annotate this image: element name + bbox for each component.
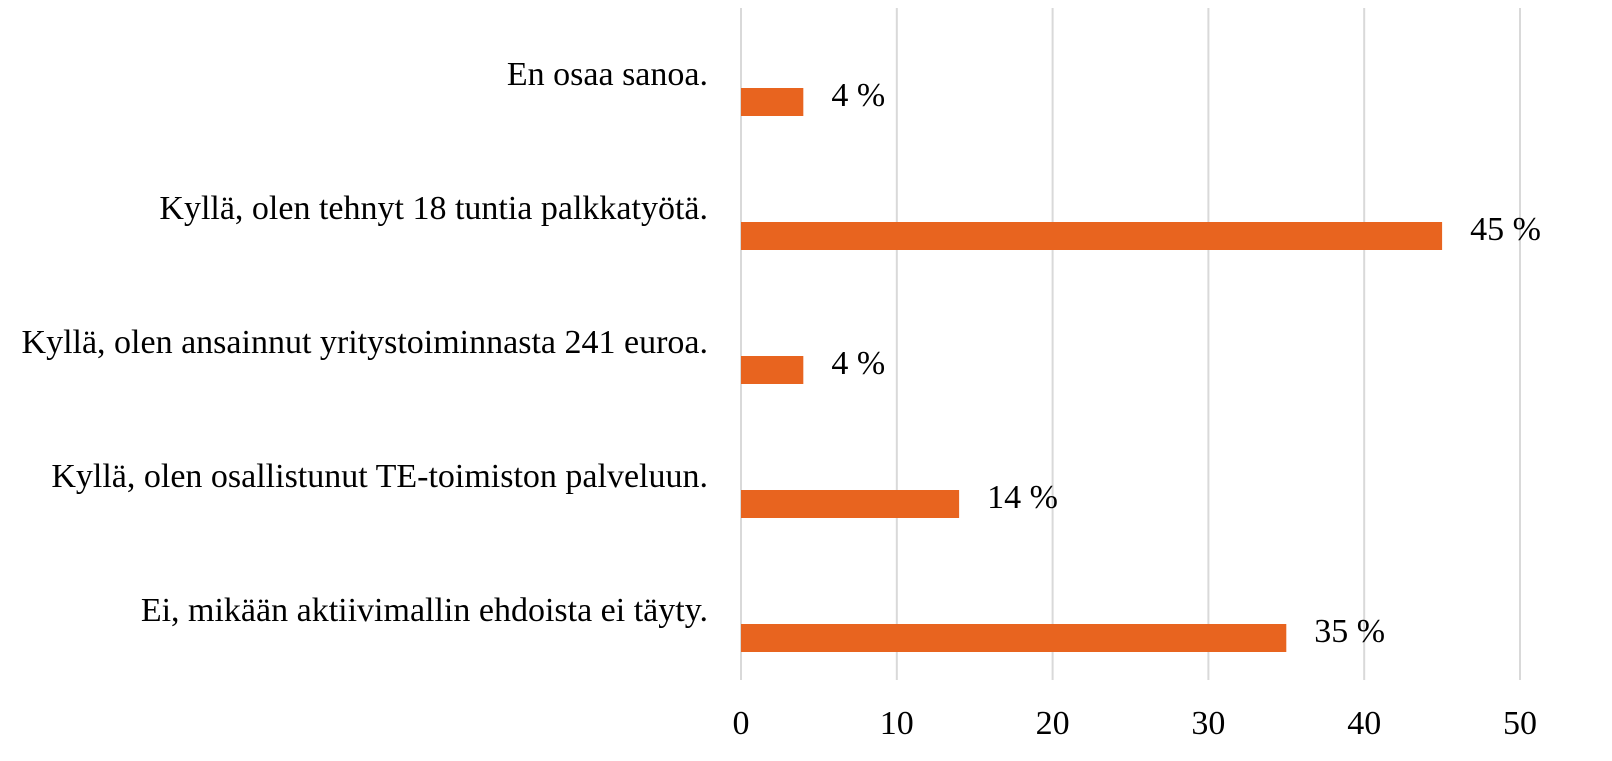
x-tick-label: 30	[1191, 705, 1225, 742]
value-label: 35 %	[1314, 613, 1385, 650]
x-tick-label: 20	[1036, 705, 1070, 742]
value-label: 4 %	[831, 77, 885, 114]
bar	[741, 356, 804, 384]
category-label: Kyllä, olen tehnyt 18 tuntia palkkatyötä…	[159, 190, 708, 227]
bar	[741, 222, 1443, 250]
value-label: 14 %	[987, 479, 1058, 516]
value-label: 45 %	[1470, 211, 1541, 248]
bar	[741, 624, 1287, 652]
x-tick-label: 10	[880, 705, 914, 742]
value-label: 4 %	[831, 345, 885, 382]
category-label: Kyllä, olen osallistunut TE-toimiston pa…	[51, 458, 708, 495]
x-tick-label: 50	[1503, 705, 1537, 742]
x-tick-label: 0	[733, 705, 750, 742]
category-label: En osaa sanoa.	[506, 56, 708, 93]
category-label: Ei, mikään aktiivimallin ehdoista ei täy…	[140, 592, 708, 629]
category-label: Kyllä, olen ansainnut yritystoiminnasta …	[21, 324, 708, 361]
bar	[741, 490, 960, 518]
bar	[741, 88, 804, 116]
x-tick-label: 40	[1347, 705, 1381, 742]
